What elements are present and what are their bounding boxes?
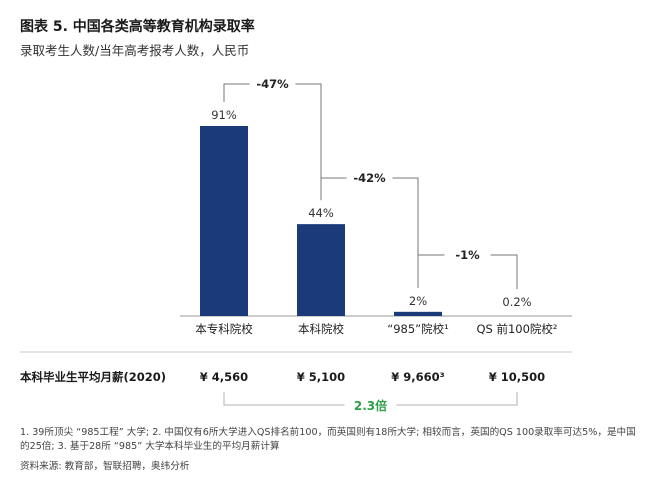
ratio-label: 2.3倍 — [354, 398, 387, 413]
comparison-label-bg — [444, 246, 491, 264]
comparison-label: -42% — [353, 171, 386, 185]
bar — [200, 126, 248, 316]
category-label: 本科院校 — [298, 322, 344, 336]
category-label: “985”院校¹ — [387, 322, 448, 336]
bar-chart: 91% 本专科院校 44% 本科院校 2% “985”院校¹ 0.2% QS 前100院校² -… — [20, 75, 572, 413]
bar — [297, 224, 345, 316]
salary-row-label: 本科毕业生平均月薪(2020) — [20, 370, 166, 384]
salary-value: ¥ 9,660³ — [391, 370, 444, 384]
bar-value-label: 2% — [409, 294, 427, 308]
chart-title: 图表 5. 中国各类高等教育机构录取率 — [20, 19, 255, 35]
comparison-label-bg — [346, 169, 393, 187]
salary-value: ¥ 4,560 — [200, 370, 248, 384]
salary-value: ¥ 10,500 — [489, 370, 545, 384]
salary-value: ¥ 5,100 — [297, 370, 345, 384]
ratio-label-bg — [344, 397, 397, 413]
bar-value-label: 0.2% — [502, 295, 531, 309]
source-note: 资料来源: 教育部，智联招聘，奥纬分析 — [20, 461, 190, 472]
comparison-label: -1% — [455, 248, 480, 262]
chart-subtitle: 录取考生人数/当年高考报考人数，人民币 — [20, 43, 250, 58]
bar-value-label: 91% — [211, 108, 237, 122]
footnotes: 1. 39所顶尖 “985工程” 大学; 2. 中国仅有6所大学进入QS排名前1… — [20, 427, 636, 452]
bar-value-label: 44% — [308, 206, 334, 220]
category-label: 本专科院校 — [195, 322, 253, 336]
comparison-label-bg — [249, 75, 296, 93]
bar — [394, 311, 442, 316]
category-label: QS 前100院校² — [476, 322, 557, 336]
comparison-label: -47% — [256, 77, 289, 91]
